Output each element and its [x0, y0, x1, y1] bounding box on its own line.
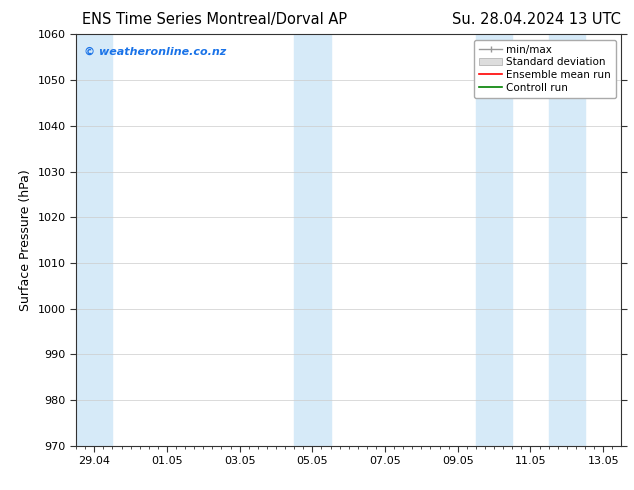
Bar [76, 34, 112, 446]
Text: © weatheronline.co.nz: © weatheronline.co.nz [84, 47, 226, 57]
Bar [476, 34, 512, 446]
Text: Su. 28.04.2024 13 UTC: Su. 28.04.2024 13 UTC [453, 12, 621, 27]
Legend: min/max, Standard deviation, Ensemble mean run, Controll run: min/max, Standard deviation, Ensemble me… [474, 40, 616, 98]
Bar [294, 34, 330, 446]
Y-axis label: Surface Pressure (hPa): Surface Pressure (hPa) [19, 169, 32, 311]
Text: ENS Time Series Montreal/Dorval AP: ENS Time Series Montreal/Dorval AP [82, 12, 347, 27]
Bar [548, 34, 585, 446]
